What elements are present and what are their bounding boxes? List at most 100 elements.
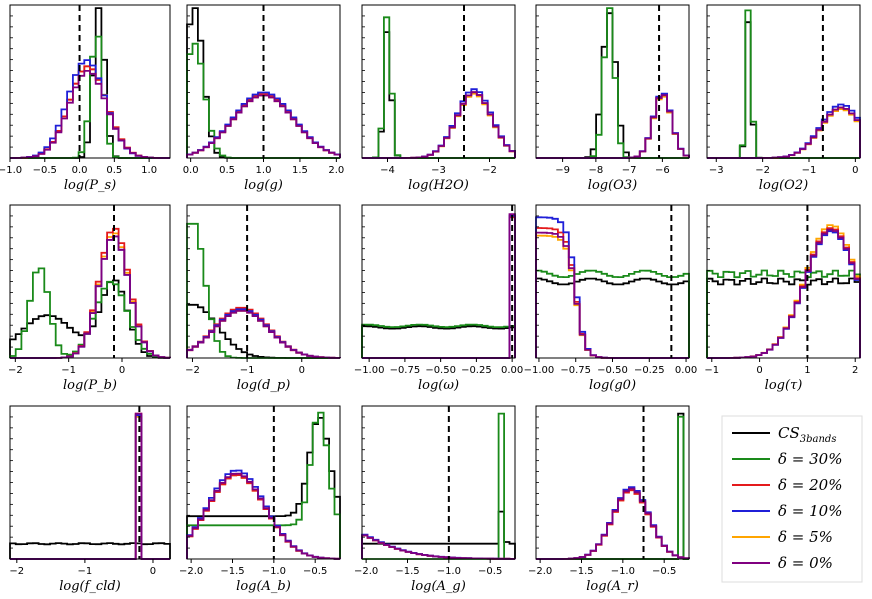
series-CS3bands bbox=[361, 510, 516, 559]
series-δ=0% bbox=[10, 412, 170, 560]
panel-12: −2.0 −1.5 −1.0 −0.5 log(A_g) bbox=[354, 405, 516, 594]
series-δ=10% bbox=[707, 103, 861, 159]
series-δ=20% bbox=[10, 227, 171, 359]
series-δ=10% bbox=[10, 235, 171, 359]
x-axis-label: log(ω) bbox=[418, 378, 459, 393]
series-δ=20% bbox=[536, 489, 690, 560]
x-tick-label: 1.0 bbox=[256, 165, 272, 176]
series-δ=0% bbox=[536, 487, 690, 560]
x-tick-label: 2.0 bbox=[328, 165, 344, 176]
x-tick-label: 0.5 bbox=[106, 165, 122, 176]
x-tick-label: −1.5 bbox=[220, 566, 244, 577]
axes-frame bbox=[535, 204, 690, 359]
x-axis-label: log(f_cld) bbox=[59, 579, 121, 594]
series-δ=30% bbox=[536, 415, 689, 560]
series-δ=20% bbox=[10, 412, 170, 560]
x-tick-label: 0 bbox=[852, 165, 858, 176]
x-axis-label: log(g0) bbox=[589, 378, 636, 393]
series-δ=5% bbox=[10, 232, 171, 359]
x-tick-label: −2.0 bbox=[528, 566, 552, 577]
panel-1: 0.0 0.5 1.0 1.5 2.0 log(g) bbox=[183, 4, 344, 193]
axes-frame bbox=[9, 405, 171, 560]
x-tick-label: 0 bbox=[150, 566, 156, 577]
x-tick-label: −0.50 bbox=[425, 365, 456, 376]
series-δ=0% bbox=[535, 231, 689, 359]
x-tick-label: −3 bbox=[431, 165, 446, 176]
series-δ=0% bbox=[10, 235, 171, 359]
x-tick-label: −1 bbox=[704, 365, 719, 376]
series-CS3bands bbox=[361, 325, 516, 358]
panel-3: −9 −8 −7 −6 log(O3) bbox=[535, 4, 690, 193]
x-tick-label: 1.0 bbox=[141, 165, 157, 176]
series-δ=30% bbox=[362, 16, 515, 159]
series-CS3bands bbox=[706, 277, 861, 358]
series-δ=20% bbox=[362, 216, 516, 359]
x-tick-label: 1.5 bbox=[292, 165, 308, 176]
panel-11: −2.0 −1.5 −1.0 −0.5 log(A_b) bbox=[179, 405, 341, 594]
series-δ=30% bbox=[362, 412, 515, 560]
series-δ=10% bbox=[361, 533, 516, 560]
series-δ=10% bbox=[536, 92, 690, 159]
x-tick-label: −1.5 bbox=[569, 566, 593, 577]
x-tick-label: −0.5 bbox=[652, 566, 676, 577]
x-tick-label: 0 bbox=[299, 365, 305, 376]
series-δ=5% bbox=[362, 216, 516, 359]
legend-label: δ = 30% bbox=[778, 450, 842, 468]
x-tick-label: −0.5 bbox=[33, 165, 57, 176]
axes-frame bbox=[361, 4, 516, 159]
series-δ=10% bbox=[362, 214, 516, 359]
x-axis-label: log(A_r) bbox=[586, 579, 639, 594]
series-δ=10% bbox=[10, 414, 170, 560]
series-CS3bands bbox=[536, 412, 689, 560]
x-tick-label: −1.0 bbox=[611, 566, 635, 577]
x-tick-label: −2 bbox=[8, 365, 23, 376]
x-axis-label: log(A_g) bbox=[411, 579, 466, 594]
x-tick-label: −2.0 bbox=[354, 566, 378, 577]
axes-frame bbox=[186, 204, 341, 359]
series-δ=10% bbox=[186, 469, 341, 560]
x-tick-label: −1 bbox=[78, 566, 93, 577]
series-δ=0% bbox=[707, 106, 861, 159]
series-δ=30% bbox=[536, 7, 689, 159]
series-δ=5% bbox=[707, 108, 861, 159]
x-tick-label: −7 bbox=[622, 165, 637, 176]
series-δ=10% bbox=[186, 308, 341, 359]
series-δ=30% bbox=[186, 411, 341, 559]
x-tick-label: −1 bbox=[240, 365, 255, 376]
x-tick-label: −6 bbox=[655, 165, 670, 176]
series-δ=5% bbox=[535, 234, 689, 359]
series-δ=0% bbox=[536, 94, 690, 159]
series-δ=20% bbox=[707, 106, 861, 159]
series-δ=30% bbox=[361, 323, 516, 358]
axes-frame bbox=[706, 4, 861, 159]
series-δ=0% bbox=[186, 472, 341, 560]
x-tick-label: −2.0 bbox=[179, 566, 203, 577]
series-CS3bands bbox=[362, 31, 515, 159]
series-δ=30% bbox=[706, 269, 861, 358]
series-δ=0% bbox=[362, 213, 516, 359]
series-δ=10% bbox=[535, 216, 689, 359]
legend-label: δ = 10% bbox=[778, 502, 842, 520]
series-δ=10% bbox=[707, 230, 861, 359]
series-δ=20% bbox=[535, 227, 689, 359]
series-CS3bands bbox=[186, 417, 341, 559]
legend-label: δ = 20% bbox=[778, 476, 842, 494]
x-tick-label: 0.0 bbox=[183, 165, 199, 176]
x-tick-label: 1 bbox=[804, 365, 810, 376]
series-CS3bands bbox=[707, 21, 860, 159]
series-δ=0% bbox=[362, 91, 516, 159]
axes-frame bbox=[186, 405, 341, 560]
panel-4: −3 −2 −1 0 log(O2) bbox=[706, 4, 861, 193]
x-tick-label: −4 bbox=[380, 165, 395, 176]
panel-10: −2 −1 0 log(f_cld) bbox=[9, 405, 171, 594]
series-CS3bands bbox=[535, 277, 690, 358]
x-axis-label: log(O2) bbox=[759, 178, 808, 193]
panel-0: −1.0 −0.5 0.0 0.5 1.0 log(P_s) bbox=[0, 4, 171, 193]
panel-9: −1 0 1 2 log(τ) bbox=[704, 204, 861, 393]
series-CS3bands bbox=[9, 542, 171, 559]
series-δ=30% bbox=[186, 222, 340, 359]
x-tick-label: −1.0 bbox=[437, 566, 461, 577]
x-tick-label: 0 bbox=[756, 365, 762, 376]
